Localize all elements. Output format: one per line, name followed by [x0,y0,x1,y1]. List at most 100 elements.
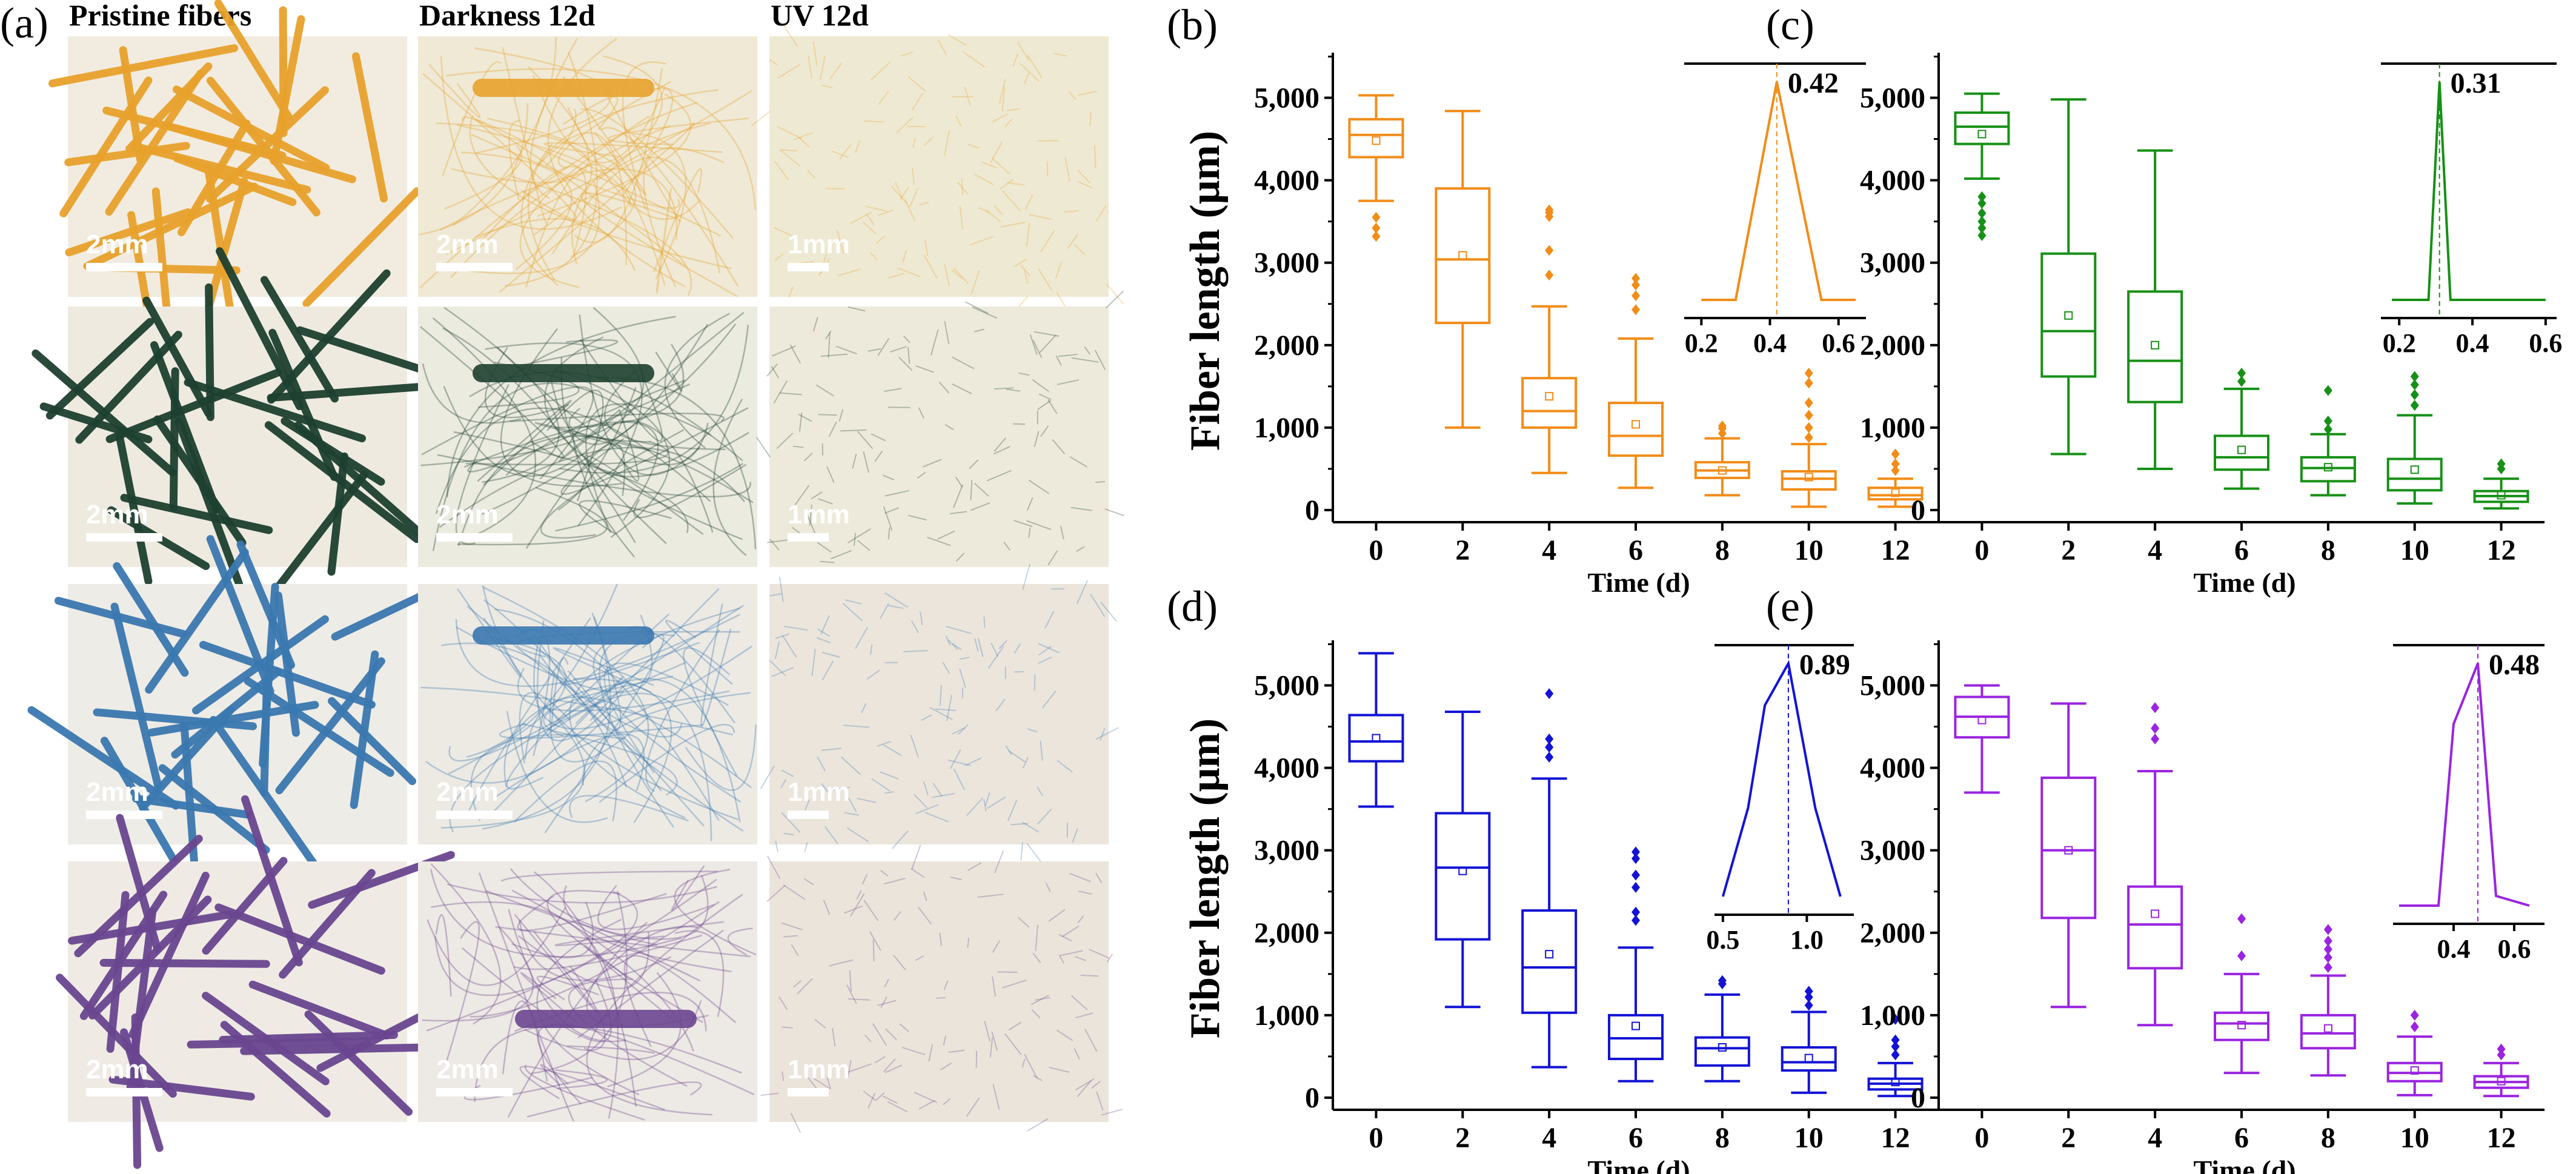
dispersed-fiber [499,723,703,739]
panel-label: (e) [1766,582,1814,631]
fiber-fragment [1020,62,1040,82]
fiber-fragment [783,935,798,938]
inset-x-tick-label: 1.0 [1790,925,1824,955]
fiber-fragment [780,779,787,789]
dispersed-fiber [562,96,619,130]
box-group [2127,702,2183,1027]
dispersed-fiber [623,87,674,195]
dispersed-fiber [440,705,586,829]
x-tick-label: 10 [1794,534,1824,566]
mean-marker [2151,340,2160,350]
outlier-point [2237,368,2246,379]
fiber-fragment [924,239,929,257]
fiber-fragment [912,138,916,148]
dispersed-fiber [533,75,666,164]
fiber-fragment [952,727,965,735]
fiber-fragment [1014,258,1027,267]
y-tick-label: 2,000 [1860,917,1925,949]
fiber [244,677,394,777]
fiber-fragment [1003,542,1011,551]
fiber-fragment [948,1049,965,1053]
fiber-fragment [994,851,1004,874]
fiber-fragment [1063,210,1079,213]
fiber-fragment [884,978,889,988]
panel-label: (d) [1167,582,1218,631]
fiber-fragment [964,86,971,106]
fiber [216,247,304,411]
dispersed-fiber [455,384,510,545]
fiber-fragment [977,894,1004,898]
fiber-fragment [1024,194,1034,210]
fiber-fragment [1055,355,1062,366]
dispersed-fiber [475,118,721,237]
fiber-fragment [1090,1080,1101,1089]
outlier-point [1632,846,1640,858]
fiber-fragment [911,620,919,634]
inset-x-tick-label: 0.5 [1706,925,1739,955]
dispersed-fiber [431,901,619,1119]
dispersed-fiber [519,692,571,764]
fiber-fragment [988,646,1004,669]
outlier-point [1804,422,1813,433]
fiber [116,814,162,953]
fiber-fragment [1037,786,1043,797]
fiber-fragment [901,1047,926,1055]
dispersed-fiber [511,889,694,1052]
dispersed-fiber [453,431,689,534]
outlier-point [1632,906,1640,918]
fiber-fragment [911,844,921,871]
dispersed-fiber [520,972,577,1022]
outlier-point [2497,1049,2506,1061]
dispersed-fiber [554,921,724,947]
x-tick-label: 2 [1455,1122,1470,1154]
dispersed-fiber [608,118,749,145]
fiber-fragment [774,227,794,237]
fiber-fragment [953,768,966,791]
photo-background [769,584,1109,844]
fiber-fragment [880,996,888,1008]
fiber-fragment [808,56,812,79]
fiber-fragment [781,812,801,834]
fiber [214,903,385,975]
dispersed-fiber [545,108,577,167]
scale-bar [788,533,829,542]
outlier-point [2151,702,2160,714]
fiber-fragment [1101,1109,1123,1116]
box-group [1435,110,1491,429]
fiber-fragment [1012,53,1018,67]
fiber-fragment [1039,334,1057,354]
fiber-fragment [804,878,814,886]
dispersed-fiber [500,871,718,882]
dispersed-fiber [502,1000,548,1082]
fiber-fragment [1077,915,1084,924]
fiber-fragment [819,55,826,80]
dispersed-fiber [546,692,712,841]
dispersed-fiber [597,884,715,930]
dispersed-fiber [554,343,685,429]
fiber-fragment [817,542,832,553]
photo-cell: 2mm [27,535,434,893]
fiber-fragment [1071,357,1099,363]
fiber-fragment [779,392,803,396]
outlier-point [1545,204,1554,216]
fiber-fragment [992,940,1001,953]
fiber [248,980,391,1040]
fiber-fragment [774,253,784,261]
fiber-fragment [1095,205,1107,222]
y-tick-label: 0 [1305,494,1320,526]
fiber-fragment [952,484,964,508]
mean-marker [1632,1021,1640,1030]
fiber [260,683,271,797]
outlier-point [2237,950,2246,961]
box-group [2214,368,2269,490]
fiber-fragment [773,380,788,404]
fiber-fragment [962,51,986,68]
dispersed-fiber [446,883,718,904]
fiber-fragment [825,330,832,340]
outlier-point [2237,913,2246,924]
photo-background [769,861,1109,1122]
scale-bar-label: 1mm [788,1055,850,1084]
photo-cell: 1mm [755,290,1124,567]
box [1521,909,1578,1014]
